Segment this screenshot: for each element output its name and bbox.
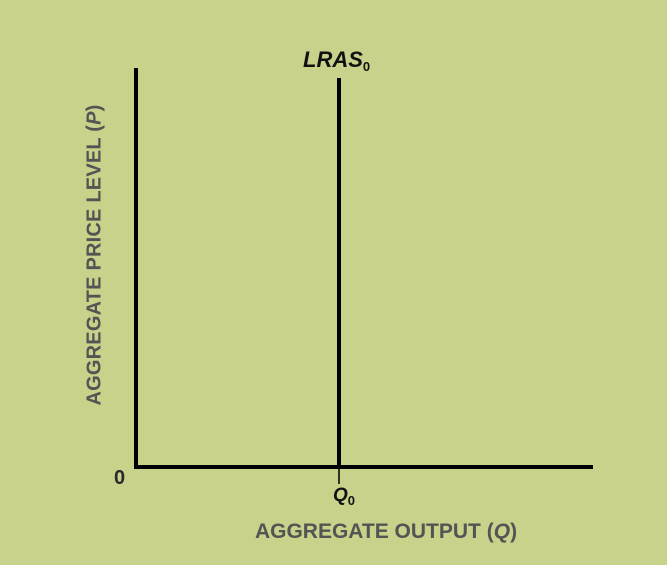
origin-label: 0 bbox=[114, 467, 126, 489]
x-axis-label: AGGREGATE OUTPUT (Q) bbox=[254, 520, 518, 543]
q0-tick-label: Q0 bbox=[333, 485, 356, 508]
y-axis-label: AGGREGATE PRICE LEVEL (P) bbox=[83, 104, 106, 406]
lras-curve-label: LRAS0 bbox=[303, 47, 371, 74]
